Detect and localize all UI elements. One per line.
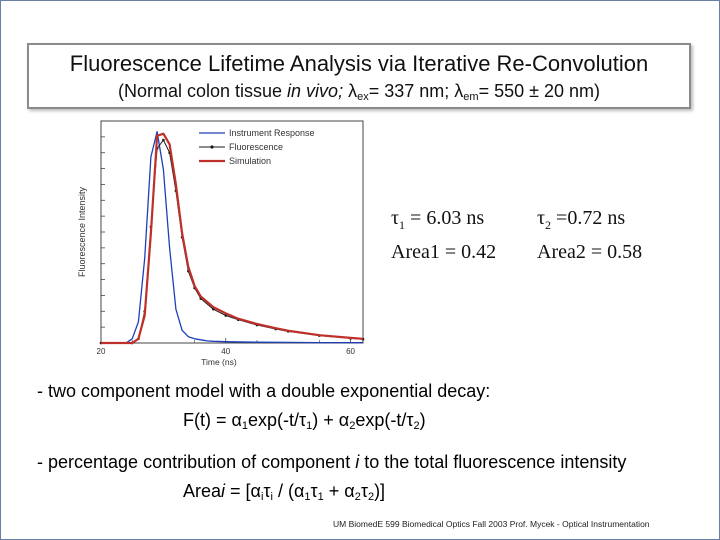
tau2-value: τ2 =0.72 ns [537, 207, 626, 232]
footer-credit: UM BiomedE 599 Biomedical Optics Fall 20… [333, 519, 650, 529]
legend-label-1: Instrument Response [229, 128, 315, 138]
slide-subtitle: (Normal colon tissue in vivo; λex= 337 n… [117, 81, 601, 103]
fit-parameters: τ1 = 6.03 ns τ2 =0.72 ns Area1 = 0.42 Ar… [391, 207, 691, 275]
fluorescence-point [162, 138, 165, 142]
equation-area: Areai = [αiτi / (α1τ1 + α2τ2)] [183, 481, 386, 503]
slide-title: Fluorescence Lifetime Analysis via Itera… [69, 51, 649, 76]
legend-label-3: Simulation [229, 156, 271, 166]
equation-decay: F(t) = α1exp(-t/τ1) + α2exp(-t/τ2) [183, 410, 426, 432]
fluorescence-chart: 20 40 60 Time (ns) Fluorescence Intensity Ins… [77, 120, 365, 367]
x-axis-label: Time (ns) [201, 357, 237, 367]
x-tick-label: 60 [346, 347, 355, 356]
y-axis-label: Fluorescence Intensity [77, 186, 87, 277]
x-tick-label: 20 [97, 347, 106, 356]
bullet-contribution: - percentage contribution of component i… [37, 452, 627, 472]
series-line-3 [101, 132, 364, 345]
legend-label-2: Fluorescence [229, 142, 283, 152]
area2-value: Area2 = 0.58 [537, 241, 643, 263]
fluorescence-point [224, 314, 228, 317]
x-tick-label: 40 [221, 347, 230, 356]
series-line-1 [101, 130, 363, 344]
plot-frame [100, 120, 364, 344]
title-box: Fluorescence Lifetime Analysis via Itera… [27, 43, 691, 109]
area1-value: Area1 = 0.42 [391, 241, 497, 263]
bullet-model: - two component model with a double expo… [37, 381, 491, 401]
legend-marker [210, 145, 214, 149]
tau1-value: τ1 = 6.03 ns [391, 207, 485, 232]
